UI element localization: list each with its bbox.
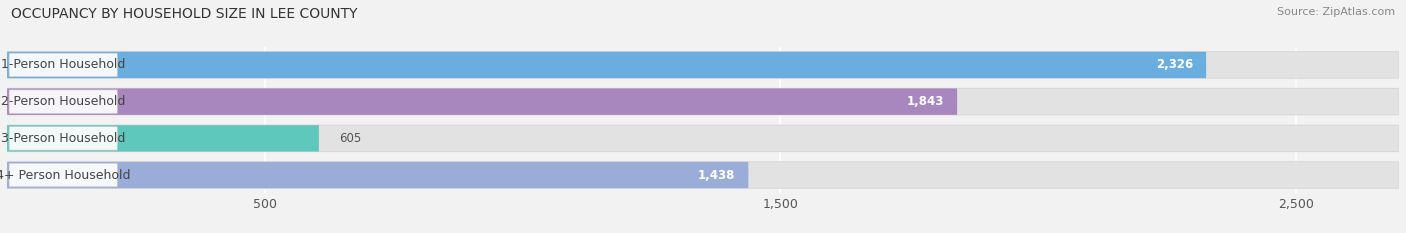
Text: 2,326: 2,326 [1156, 58, 1194, 72]
Text: OCCUPANCY BY HOUSEHOLD SIZE IN LEE COUNTY: OCCUPANCY BY HOUSEHOLD SIZE IN LEE COUNT… [11, 7, 357, 21]
FancyBboxPatch shape [7, 52, 1399, 78]
FancyBboxPatch shape [7, 162, 748, 188]
Text: 1,843: 1,843 [907, 95, 945, 108]
Text: 3-Person Household: 3-Person Household [1, 132, 125, 145]
Text: 1-Person Household: 1-Person Household [1, 58, 125, 72]
FancyBboxPatch shape [7, 162, 1399, 188]
Text: 2-Person Household: 2-Person Household [1, 95, 125, 108]
FancyBboxPatch shape [8, 163, 117, 187]
Text: 4+ Person Household: 4+ Person Household [0, 168, 131, 182]
FancyBboxPatch shape [8, 53, 117, 77]
Text: 1,438: 1,438 [699, 168, 735, 182]
FancyBboxPatch shape [7, 125, 1399, 151]
Text: Source: ZipAtlas.com: Source: ZipAtlas.com [1277, 7, 1395, 17]
FancyBboxPatch shape [7, 89, 957, 115]
FancyBboxPatch shape [7, 52, 1206, 78]
FancyBboxPatch shape [8, 90, 117, 113]
FancyBboxPatch shape [8, 127, 117, 150]
Text: 605: 605 [339, 132, 361, 145]
FancyBboxPatch shape [7, 89, 1399, 115]
FancyBboxPatch shape [7, 125, 319, 151]
